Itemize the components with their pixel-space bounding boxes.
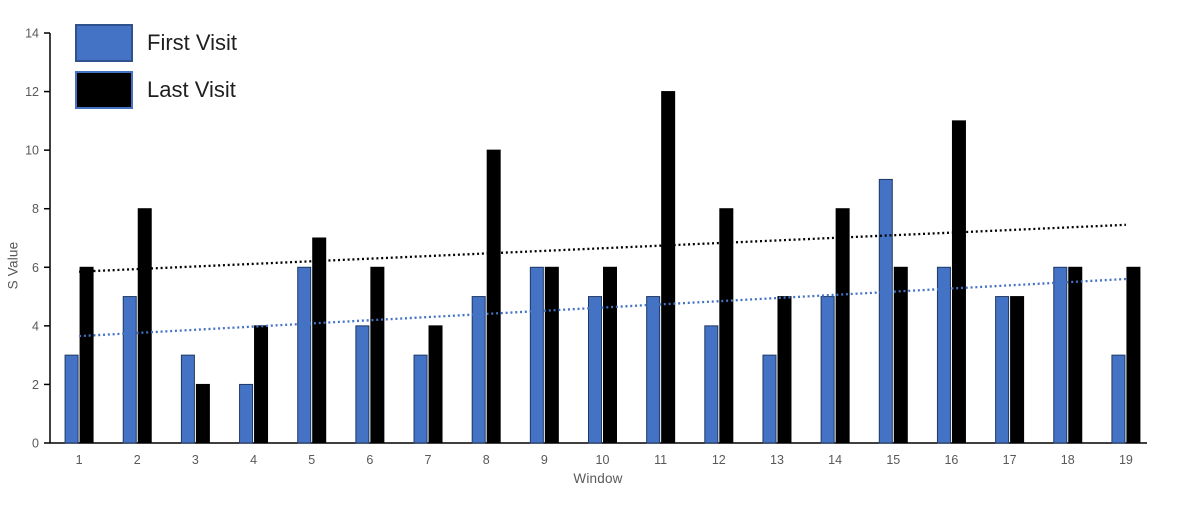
x-tick-label-3: 3 [192, 453, 199, 467]
bar-last-visit-6 [370, 266, 385, 444]
y-tick-label-8: 8 [32, 202, 39, 216]
bar-first-visit-12 [704, 325, 719, 444]
bar-last-visit-7 [428, 325, 443, 444]
bar-first-visit-15 [878, 178, 893, 444]
trendline-last-visit [79, 223, 1126, 273]
bar-last-visit-15 [893, 266, 908, 444]
bar-last-visit-5 [312, 237, 327, 444]
x-tick-label-18: 18 [1061, 453, 1075, 467]
bar-first-visit-2 [122, 296, 137, 444]
bar-last-visit-16 [951, 120, 966, 444]
x-tick-label-12: 12 [712, 453, 726, 467]
legend-item-first-visit: First Visit [75, 24, 238, 62]
x-tick-label-11: 11 [654, 453, 667, 467]
x-tick-label-16: 16 [944, 453, 958, 467]
bar-first-visit-8 [471, 296, 486, 444]
bar-last-visit-8 [486, 149, 501, 444]
bar-last-visit-2 [137, 208, 152, 444]
x-tick-label-10: 10 [596, 453, 610, 467]
bar-last-visit-13 [777, 296, 792, 444]
bar-first-visit-13 [762, 354, 777, 444]
x-tick-label-8: 8 [483, 453, 490, 467]
legend-item-last-visit: Last Visit [75, 71, 237, 109]
bar-last-visit-3 [195, 383, 210, 444]
bar-first-visit-7 [413, 354, 428, 444]
x-tick-label-7: 7 [425, 453, 432, 467]
x-tick-label-15: 15 [886, 453, 900, 467]
bar-first-visit-11 [646, 296, 661, 444]
x-tick-label-6: 6 [366, 453, 373, 467]
legend-label-last-visit: Last Visit [147, 77, 236, 102]
x-tick-label-4: 4 [250, 453, 257, 467]
legend: First Visit Last Visit [75, 24, 238, 119]
bar-first-visit-3 [180, 354, 195, 444]
bar-last-visit-14 [835, 208, 850, 444]
x-tick-label-9: 9 [541, 453, 548, 467]
y-axis-title: S Value [5, 241, 21, 290]
bar-first-visit-17 [995, 296, 1010, 444]
x-tick-label-14: 14 [828, 453, 842, 467]
bar-first-visit-18 [1053, 266, 1068, 444]
x-tick-label-19: 19 [1119, 453, 1133, 467]
bar-last-visit-9 [544, 266, 559, 444]
x-tick-label-2: 2 [134, 453, 141, 467]
y-tick-label-2: 2 [32, 378, 39, 392]
x-tick-label-13: 13 [770, 453, 784, 467]
bar-last-visit-10 [603, 266, 617, 444]
bar-last-visit-1 [79, 266, 94, 444]
x-tick-label-17: 17 [1003, 453, 1017, 467]
bar-first-visit-14 [820, 296, 835, 444]
bar-last-visit-12 [719, 208, 734, 444]
legend-swatch-last-visit [75, 71, 133, 109]
bar-first-visit-1 [64, 354, 79, 444]
y-tick-label-0: 0 [32, 437, 39, 451]
y-tick-label-14: 14 [25, 27, 39, 41]
bar-last-visit-18 [1068, 266, 1083, 444]
x-axis-title: Window [573, 471, 623, 486]
bar-first-visit-16 [936, 266, 951, 444]
x-tick-label-1: 1 [76, 453, 83, 467]
legend-label-first-visit: First Visit [147, 30, 238, 55]
legend-swatch-first-visit [75, 24, 133, 62]
bar-first-visit-4 [239, 383, 254, 444]
bar-last-visit-19 [1126, 266, 1141, 444]
bar-last-visit-4 [254, 325, 269, 444]
y-tick-label-6: 6 [32, 261, 39, 275]
x-tick-label-5: 5 [308, 453, 315, 467]
trendline-first-visit [79, 277, 1126, 338]
y-tick-label-10: 10 [25, 144, 39, 158]
bar-first-visit-5 [297, 266, 312, 444]
bar-last-visit-11 [661, 91, 676, 444]
bar-first-visit-6 [355, 325, 370, 444]
y-tick-label-12: 12 [25, 85, 39, 99]
bar-first-visit-19 [1111, 354, 1126, 444]
y-tick-label-4: 4 [32, 319, 39, 333]
bar-first-visit-10 [588, 296, 602, 444]
bar-last-visit-17 [1010, 296, 1025, 444]
bar-first-visit-9 [529, 266, 544, 444]
